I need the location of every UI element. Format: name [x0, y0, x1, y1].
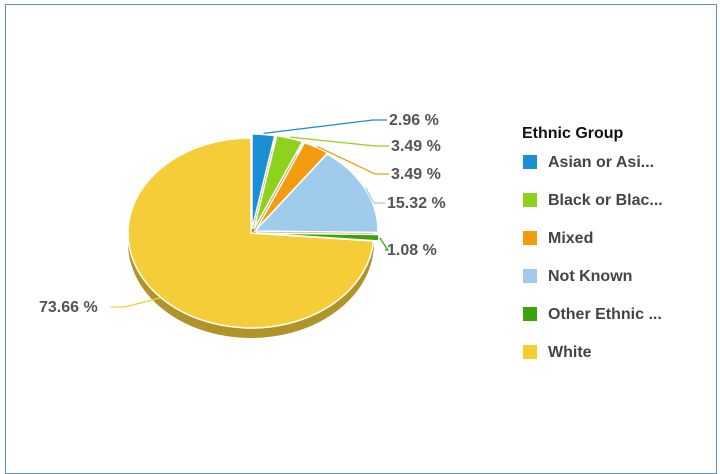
legend-item[interactable]: Asian or Asi... — [523, 154, 654, 171]
legend-item[interactable]: Mixed — [523, 230, 593, 247]
data-label: 73.66 % — [39, 299, 98, 316]
label-leaders — [111, 119, 390, 308]
data-label: 15.32 % — [387, 195, 446, 212]
leader-line — [263, 119, 387, 135]
legend-label: Not Known — [548, 268, 632, 285]
pie-slice[interactable] — [253, 152, 379, 234]
pie-slice[interactable] — [251, 133, 276, 230]
leader-line — [365, 187, 385, 204]
pie-slice[interactable] — [253, 134, 304, 230]
legend-label: Black or Blac... — [548, 192, 663, 209]
pie-slice[interactable] — [255, 141, 330, 231]
legend-swatch — [523, 269, 537, 283]
legend-label: Other Ethnic ... — [548, 306, 662, 323]
pie-slice[interactable] — [127, 137, 375, 329]
chart-panel: 2.96 % 3.49 % 3.49 % 15.32 % 1.08 % 73.66 % E… — [5, 4, 717, 474]
data-label: 3.49 % — [391, 166, 441, 183]
legend-swatch — [523, 231, 537, 245]
legend-label: Mixed — [548, 230, 593, 247]
legend-swatch — [523, 193, 537, 207]
leader-line — [316, 145, 389, 175]
pie-slices — [127, 133, 380, 329]
leader-line — [379, 237, 390, 251]
legend-item[interactable]: White — [523, 344, 592, 361]
legend-swatch — [523, 345, 537, 359]
legend-label: White — [548, 344, 592, 361]
leader-line — [290, 136, 389, 147]
leader-line — [111, 297, 160, 308]
legend-swatch — [523, 155, 537, 169]
legend-items: Asian or Asi... Black or Blac... Mixed Not … — [523, 154, 663, 361]
data-label: 3.49 % — [391, 138, 441, 155]
legend-label: Asian or Asi... — [548, 154, 654, 171]
legend-item[interactable]: Other Ethnic ... — [523, 306, 662, 323]
legend-title: Ethnic Group — [522, 125, 624, 142]
data-label: 1.08 % — [387, 242, 437, 259]
data-label: 2.96 % — [389, 112, 439, 129]
legend-item[interactable]: Black or Blac... — [523, 192, 663, 209]
legend: Ethnic Group Asian or Asi... Black or Bla… — [522, 125, 663, 361]
legend-swatch — [523, 307, 537, 321]
legend-item[interactable]: Not Known — [523, 268, 632, 285]
data-labels: 2.96 % 3.49 % 3.49 % 15.32 % 1.08 % 73.66 % — [39, 112, 446, 316]
pie-chart: 2.96 % 3.49 % 3.49 % 15.32 % 1.08 % 73.66 % E… — [39, 112, 663, 361]
